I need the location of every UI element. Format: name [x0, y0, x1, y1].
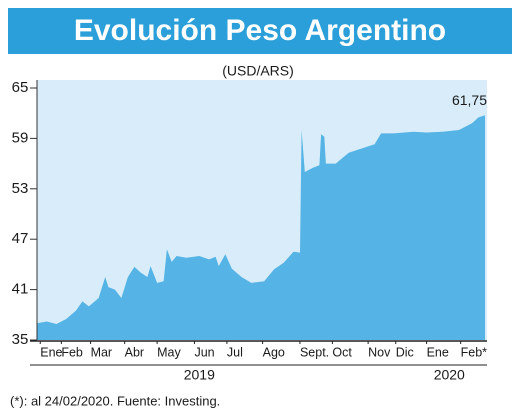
y-tick-label: 53 — [12, 180, 29, 197]
x-tick-label: Ene — [427, 345, 449, 359]
footnote: (*): al 24/02/2020. Fuente: Investing. — [10, 393, 220, 408]
x-tick-label: Feb — [61, 345, 83, 359]
x-tick-label: Sept. — [300, 345, 329, 359]
area — [37, 115, 485, 340]
x-tick-label: Ene — [40, 345, 62, 359]
x-tick-label: Jul — [227, 345, 243, 359]
x-tick-label: Oct — [332, 345, 352, 359]
x-tick-label: Abr — [125, 345, 144, 359]
chart-title: Evolución Peso Argentino — [74, 14, 446, 47]
x-tick-label: Ago — [263, 345, 285, 359]
y-tick-label: 47 — [12, 230, 29, 247]
y-tick-label: 65 — [12, 79, 29, 96]
y-tick-label: 35 — [12, 331, 29, 348]
y-tick-label: 59 — [12, 129, 29, 146]
end-label: 61,75 — [452, 92, 487, 108]
x-tick-label: Feb* — [461, 345, 488, 359]
year-label: 2019 — [184, 367, 215, 383]
x-tick-label: Nov — [368, 345, 391, 359]
chart-subtitle: (USD/ARS) — [222, 63, 294, 79]
title-banner — [8, 8, 512, 54]
x-tick-label: Dic — [396, 345, 414, 359]
y-tick-label: 41 — [12, 281, 29, 298]
x-tick-label: Jun — [194, 345, 214, 359]
x-tick-label: Mar — [91, 345, 113, 359]
year-label: 2020 — [434, 367, 465, 383]
x-tick-label: May — [157, 345, 181, 359]
